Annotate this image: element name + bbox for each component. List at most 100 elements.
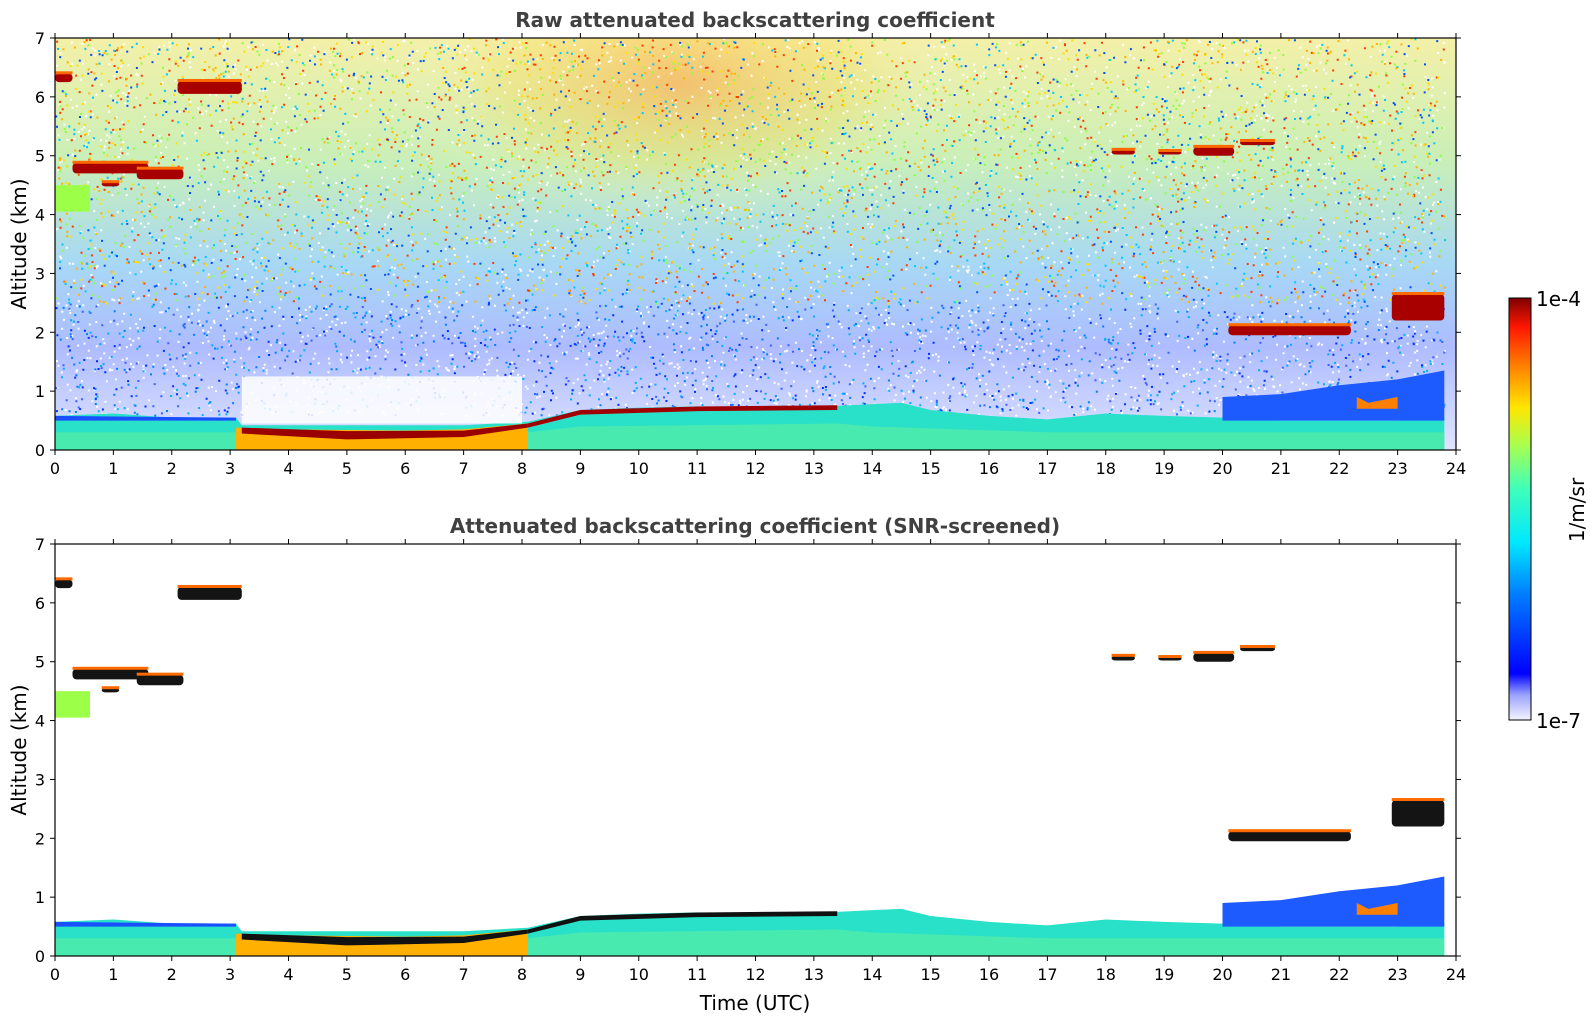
x-tick-label: 2 bbox=[167, 459, 177, 478]
panel2-ylabel: Altitude (km) bbox=[7, 684, 31, 815]
cloud-edge bbox=[177, 584, 242, 588]
panel1-features bbox=[55, 71, 1445, 450]
cloud-edge bbox=[1228, 829, 1351, 833]
y-tick-label: 4 bbox=[35, 206, 45, 225]
elevated-cloud bbox=[55, 579, 73, 589]
x-tick-label: 21 bbox=[1271, 965, 1291, 984]
colorbar-gradient bbox=[1508, 297, 1532, 721]
x-tick-label: 12 bbox=[745, 459, 765, 478]
x-tick-label: 9 bbox=[575, 459, 585, 478]
cloud-edge bbox=[136, 672, 184, 676]
x-tick-label: 5 bbox=[342, 459, 352, 478]
x-tick-label: 2 bbox=[167, 965, 177, 984]
cloud-edge bbox=[1111, 653, 1135, 657]
x-tick-label: 12 bbox=[745, 965, 765, 984]
x-tick-label: 8 bbox=[517, 965, 527, 984]
y-tick-label: 7 bbox=[35, 535, 45, 554]
x-tick-label: 13 bbox=[804, 459, 824, 478]
cloud-edge bbox=[1391, 798, 1445, 802]
y-tick-label: 3 bbox=[35, 770, 45, 789]
elevated-cloud bbox=[136, 674, 184, 686]
x-tick-label: 11 bbox=[687, 459, 707, 478]
x-tick-label: 23 bbox=[1387, 459, 1407, 478]
x-tick-label: 13 bbox=[804, 965, 824, 984]
x-tick-label: 20 bbox=[1212, 459, 1232, 478]
y-tick-label: 2 bbox=[35, 829, 45, 848]
x-tick-label: 16 bbox=[979, 965, 999, 984]
x-tick-label: 24 bbox=[1446, 965, 1466, 984]
panel1-warm-region bbox=[355, 38, 1005, 338]
y-tick-label: 6 bbox=[35, 88, 45, 107]
cloud-edge bbox=[177, 78, 242, 82]
elevated-cloud bbox=[101, 182, 120, 187]
cloud-edge bbox=[1228, 323, 1351, 327]
x-tick-label: 17 bbox=[1037, 459, 1057, 478]
elevated-cloud bbox=[1193, 146, 1235, 156]
elevated-cloud bbox=[1240, 141, 1276, 146]
x-tick-label: 7 bbox=[459, 459, 469, 478]
clear-region bbox=[241, 376, 523, 424]
x-tick-label: 11 bbox=[687, 965, 707, 984]
x-tick-label: 4 bbox=[283, 459, 293, 478]
x-tick-label: 6 bbox=[400, 459, 410, 478]
x-tick-label: 0 bbox=[50, 459, 60, 478]
colorbar: 1e-4 1e-7 1/m/sr bbox=[1508, 287, 1589, 733]
cloud-edge bbox=[1158, 655, 1182, 659]
panel2-features bbox=[55, 577, 1445, 956]
elevated-cloud bbox=[72, 162, 149, 174]
cloud-edge bbox=[101, 686, 120, 690]
panel2-xaxis: 0 1 2 3 4 5 6 7 8 9 10 11 12 13 14 15 16 17 18 19 20 21 22 23 24 bbox=[50, 539, 1466, 984]
y-tick-label: 5 bbox=[35, 653, 45, 672]
elevated-cloud bbox=[1193, 652, 1235, 662]
x-tick-label: 23 bbox=[1387, 965, 1407, 984]
cloud-edge bbox=[1193, 144, 1235, 148]
cloud-edge bbox=[1158, 149, 1182, 153]
colorbar-unit-label: 1/m/sr bbox=[1565, 477, 1589, 542]
cloud-edge bbox=[136, 166, 184, 170]
x-tick-label: 17 bbox=[1037, 965, 1057, 984]
x-tick-label: 0 bbox=[50, 965, 60, 984]
cloud-edge bbox=[1240, 139, 1276, 142]
x-tick-label: 5 bbox=[342, 965, 352, 984]
x-tick-label: 10 bbox=[629, 965, 649, 984]
x-tick-label: 19 bbox=[1154, 965, 1174, 984]
y-tick-label: 2 bbox=[35, 323, 45, 342]
low-cloud bbox=[241, 423, 528, 440]
y-tick-label: 3 bbox=[35, 264, 45, 283]
x-tick-label: 19 bbox=[1154, 459, 1174, 478]
x-tick-label: 7 bbox=[459, 965, 469, 984]
panel1-noise bbox=[55, 38, 1447, 417]
x-tick-label: 21 bbox=[1271, 459, 1291, 478]
x-tick-label: 15 bbox=[920, 965, 940, 984]
y-tick-label: 5 bbox=[35, 147, 45, 166]
x-tick-label: 18 bbox=[1096, 459, 1116, 478]
elevated-cloud bbox=[1111, 655, 1135, 661]
x-tick-label: 1 bbox=[108, 965, 118, 984]
cloud-edge bbox=[72, 666, 149, 670]
x-tick-label: 10 bbox=[629, 459, 649, 478]
elevated-cloud bbox=[55, 73, 73, 83]
elevated-cloud bbox=[1228, 831, 1351, 842]
panel-raw: Raw attenuated backscattering coefficien… bbox=[7, 8, 1466, 478]
aerosol-layer bbox=[55, 691, 91, 718]
elevated-cloud bbox=[177, 586, 242, 600]
x-tick-label: 1 bbox=[108, 459, 118, 478]
y-tick-label: 4 bbox=[35, 712, 45, 731]
x-tick-label: 22 bbox=[1329, 965, 1349, 984]
elevated-cloud bbox=[136, 168, 184, 180]
x-tick-label: 20 bbox=[1212, 965, 1232, 984]
panel2-yaxis: 0 1 2 3 4 5 6 7 bbox=[35, 535, 1461, 966]
x-tick-label: 4 bbox=[283, 965, 293, 984]
x-tick-label: 3 bbox=[225, 965, 235, 984]
noise-speckle bbox=[56, 38, 1446, 417]
panel2-heatmap bbox=[55, 544, 1456, 956]
elevated-cloud bbox=[1240, 647, 1276, 652]
y-tick-label: 0 bbox=[35, 441, 45, 460]
x-tick-label: 6 bbox=[400, 965, 410, 984]
panel1-yaxis: 0 1 2 3 4 5 6 7 bbox=[35, 29, 1461, 460]
x-tick-label: 14 bbox=[862, 965, 882, 984]
colorbar-max-label: 1e-4 bbox=[1536, 287, 1581, 311]
cloud-edge bbox=[1240, 645, 1276, 648]
boundary-layer-top bbox=[55, 415, 236, 421]
